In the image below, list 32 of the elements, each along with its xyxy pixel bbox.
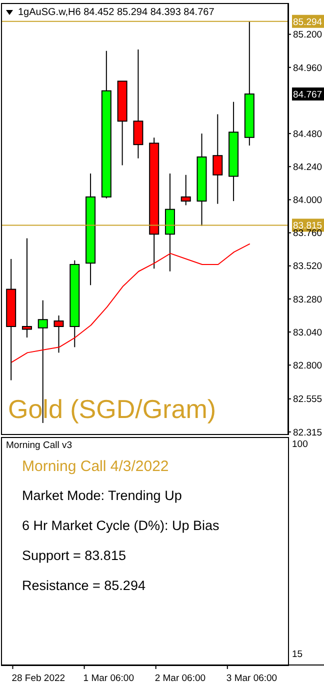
y-tick-label: 82.555: [293, 394, 322, 406]
text: 6 Hr Market Cycle (D%): Up Bias: [22, 518, 220, 533]
candlestick: [54, 314, 64, 354]
candlestick: [212, 114, 223, 204]
y-tick-label: 83.280: [293, 294, 322, 306]
text: Resistance = 85.294: [22, 578, 146, 593]
y-tick-label: 84.240: [293, 162, 322, 173]
y-tick-label: 83.040: [293, 327, 322, 338]
text: Morning Call 4/3/2022: [22, 458, 169, 475]
chart-title: 1gAuSG.w,H6 84.452 85.294 84.393 84.767: [18, 7, 214, 18]
y-tick-label: 84.000: [293, 195, 322, 206]
ref-line-label: 85.294: [293, 16, 322, 28]
text: 15: [292, 649, 303, 660]
text: Support = 83.815: [22, 548, 126, 563]
candlestick: [133, 48, 144, 159]
text: Morning Call v3: [6, 440, 72, 451]
line-series: [11, 243, 250, 363]
y-tick-label: 85.200: [293, 30, 322, 41]
category-label: 1 Mar 06:00: [83, 673, 134, 684]
text: 100: [292, 439, 308, 450]
category-label: 28 Feb 2022: [12, 673, 66, 684]
category-label: 2 Mar 06:00: [154, 673, 206, 684]
y-tick-label: 82.800: [293, 360, 322, 372]
y-tick-label: 84.960: [293, 62, 322, 74]
category-label: 3 Mar 06:00: [226, 673, 278, 684]
candlestick: [180, 174, 191, 206]
y-tick-label: 82.315: [293, 427, 322, 438]
y-tick-label: 84.480: [293, 128, 322, 140]
y-tick-label: 83.520: [293, 261, 322, 272]
text: Market Mode: Trending Up: [22, 488, 182, 503]
text: 84.767: [293, 89, 322, 100]
candlestick: [22, 238, 32, 338]
